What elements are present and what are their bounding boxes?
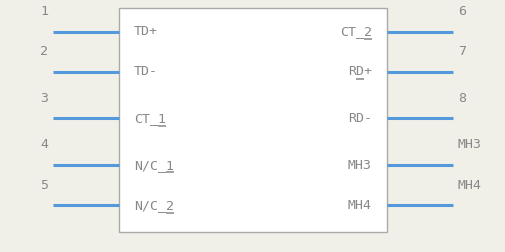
Text: TD-: TD- [134,65,158,78]
Text: 8: 8 [457,91,465,105]
Text: MH4: MH4 [457,178,481,192]
Text: 1: 1 [40,5,48,18]
Text: 4: 4 [40,138,48,151]
Text: RD-: RD- [347,112,371,125]
Text: RD+: RD+ [347,65,371,78]
Text: 3: 3 [40,91,48,105]
Text: 7: 7 [457,45,465,58]
Text: CT_1: CT_1 [134,112,166,125]
Text: TD+: TD+ [134,25,158,38]
Text: MH3: MH3 [347,159,371,172]
Text: N/C_1: N/C_1 [134,159,174,172]
Text: N/C_2: N/C_2 [134,199,174,212]
Text: MH4: MH4 [347,199,371,212]
Text: 6: 6 [457,5,465,18]
Text: MH3: MH3 [457,138,481,151]
Text: CT_2: CT_2 [339,25,371,38]
Text: 5: 5 [40,178,48,192]
Text: 2: 2 [40,45,48,58]
Bar [119,8,386,232]
